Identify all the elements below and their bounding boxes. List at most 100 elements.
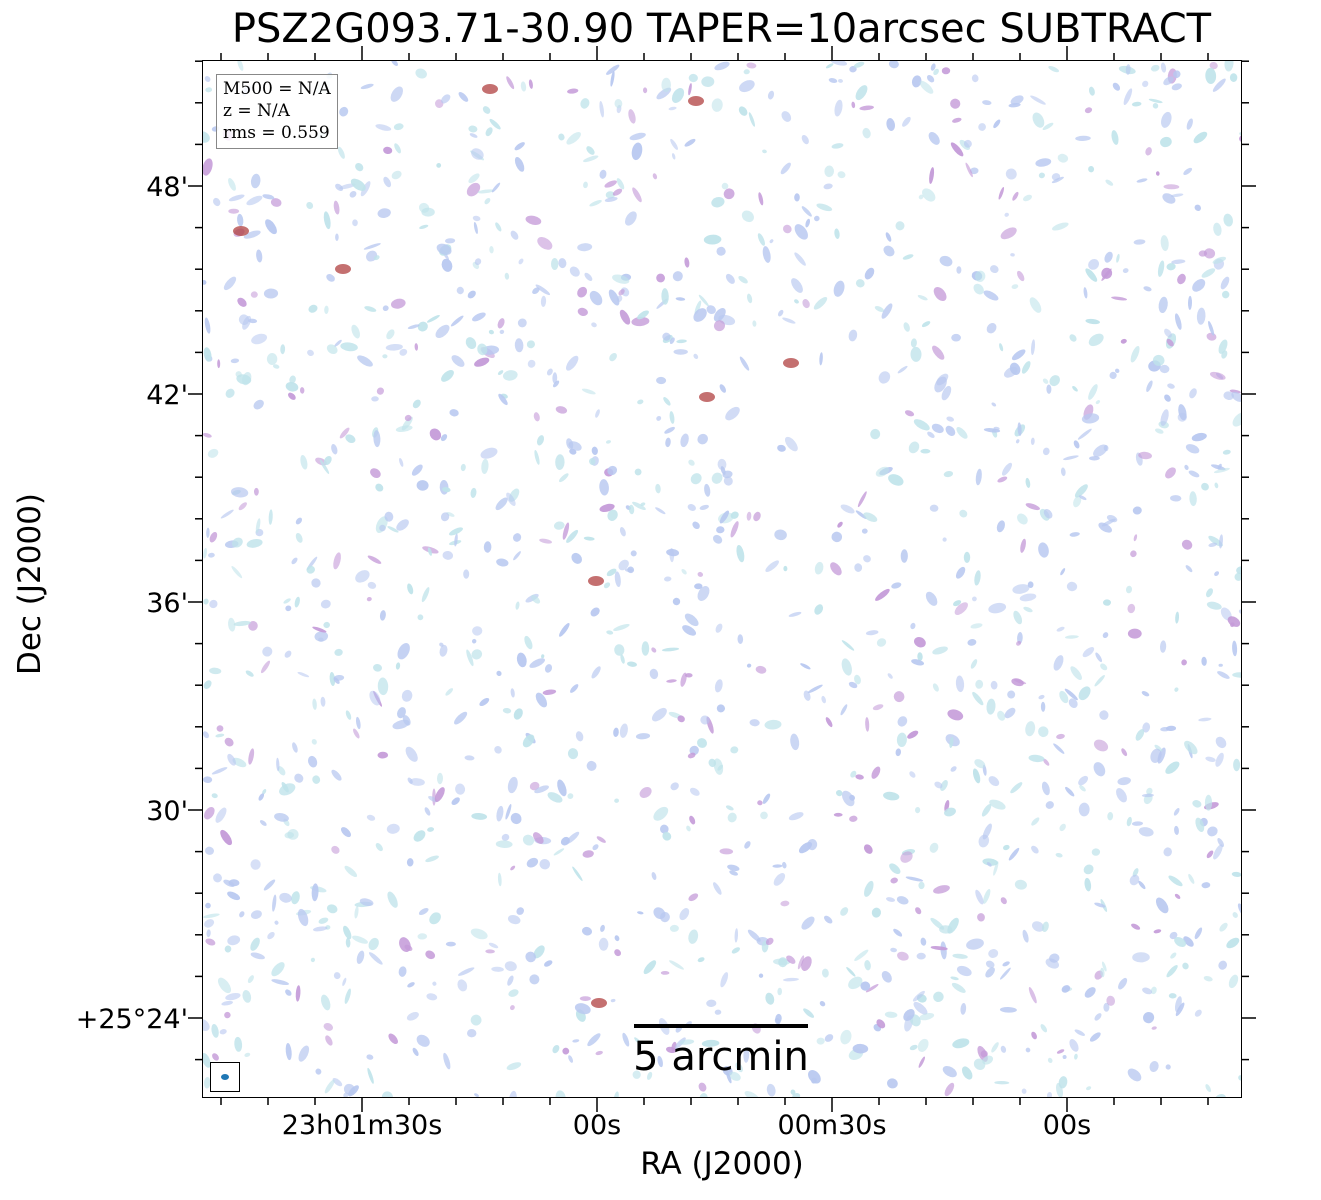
noise-blob [466, 182, 481, 197]
noise-blob [928, 132, 940, 145]
noise-blob [373, 430, 381, 448]
noise-blob [211, 1023, 219, 1038]
noise-blob [349, 190, 357, 198]
noise-blob [1122, 268, 1129, 274]
noise-blob [629, 132, 646, 141]
noise-blob [1205, 1084, 1212, 1093]
noise-blob [533, 945, 545, 959]
noise-blob [807, 684, 823, 694]
noise-blob [456, 286, 464, 295]
noise-blob [441, 94, 451, 104]
noise-blob [990, 265, 999, 274]
noise-blob [467, 1029, 477, 1038]
noise-blob [907, 730, 919, 739]
noise-blob [932, 646, 948, 655]
noise-blob [454, 711, 468, 725]
noise-blob [1100, 967, 1105, 978]
noise-blob [1094, 1013, 1102, 1021]
noise-blob [326, 344, 338, 355]
noise-blob [294, 596, 300, 608]
noise-blob [1020, 538, 1026, 553]
noise-blob [765, 560, 779, 572]
noise-blob [339, 183, 356, 190]
noise-blob [1151, 1026, 1157, 1030]
noise-blob [835, 790, 843, 797]
noise-blob [1131, 101, 1142, 107]
noise-blob [1103, 599, 1111, 606]
noise-blob [489, 246, 494, 254]
noise-blob [910, 338, 917, 348]
noise-blob [555, 454, 565, 470]
noise-blob [233, 620, 251, 627]
noise-blob [1145, 147, 1152, 156]
noise-blob [687, 752, 696, 759]
noise-blob [693, 308, 707, 322]
noise-blob [399, 348, 408, 356]
noise-blob [1183, 936, 1194, 947]
noise-blob [1086, 1086, 1092, 1091]
noise-blob [863, 555, 871, 563]
noise-blob [360, 83, 374, 90]
noise-blob [477, 189, 494, 194]
noise-blob [524, 635, 533, 650]
noise-blob [566, 132, 581, 145]
noise-blob [310, 957, 316, 963]
noise-blob [715, 623, 723, 633]
noise-blob [706, 999, 717, 1008]
noise-blob [220, 509, 234, 519]
noise-blob [1152, 354, 1165, 366]
noise-blob [988, 602, 1007, 614]
noise-blob [831, 531, 843, 543]
noise-blob [1234, 572, 1241, 581]
noise-blob [863, 844, 873, 854]
noise-blob [474, 1093, 479, 1097]
noise-blob [1082, 647, 1095, 658]
noise-blob [974, 270, 986, 282]
noise-blob [1023, 606, 1033, 613]
noise-blob [744, 841, 751, 849]
noise-blob [339, 427, 350, 439]
noise-blob [320, 994, 331, 1011]
noise-blob [747, 929, 761, 942]
noise-blob [618, 289, 625, 296]
y-axis-label: Dec (J2000) [12, 492, 48, 676]
noise-blob [816, 203, 833, 212]
noise-blob [525, 215, 542, 225]
noise-blob [988, 776, 1000, 787]
noise-blob [628, 504, 635, 515]
noise-blob [646, 1071, 653, 1080]
noise-blob [206, 527, 210, 538]
noise-blob [472, 626, 483, 636]
noise-blob [716, 704, 725, 713]
noise-blob [270, 198, 282, 207]
noise-blob [944, 1082, 955, 1097]
noise-blob [514, 338, 524, 353]
noise-blob [1173, 808, 1180, 816]
noise-blob [716, 526, 725, 534]
noise-blob [1084, 107, 1093, 114]
noise-blob [1078, 775, 1089, 786]
noise-blob [440, 434, 448, 442]
noise-blob [234, 1036, 243, 1052]
noise-blob [1017, 513, 1028, 525]
noise-blob [965, 162, 973, 178]
noise-blob [223, 276, 237, 291]
noise-blob [285, 605, 292, 612]
noise-blob [463, 569, 470, 579]
noise-blob [546, 368, 553, 376]
noise-blob [613, 1091, 619, 1097]
noise-blob [711, 98, 723, 112]
noise-blob [620, 654, 625, 664]
noise-blob [975, 889, 984, 905]
bright-source [482, 84, 498, 94]
noise-blob [988, 949, 999, 958]
noise-blob [985, 960, 995, 968]
noise-blob [308, 304, 318, 313]
noise-blob [833, 280, 845, 297]
noise-blob [1163, 184, 1180, 190]
noise-blob [399, 937, 411, 952]
noise-blob [1194, 1009, 1202, 1017]
noise-blob [1223, 213, 1233, 227]
plot-title: PSZ2G093.71-30.90 TAPER=10arcsec SUBTRAC… [231, 6, 1212, 52]
noise-blob [656, 415, 662, 421]
